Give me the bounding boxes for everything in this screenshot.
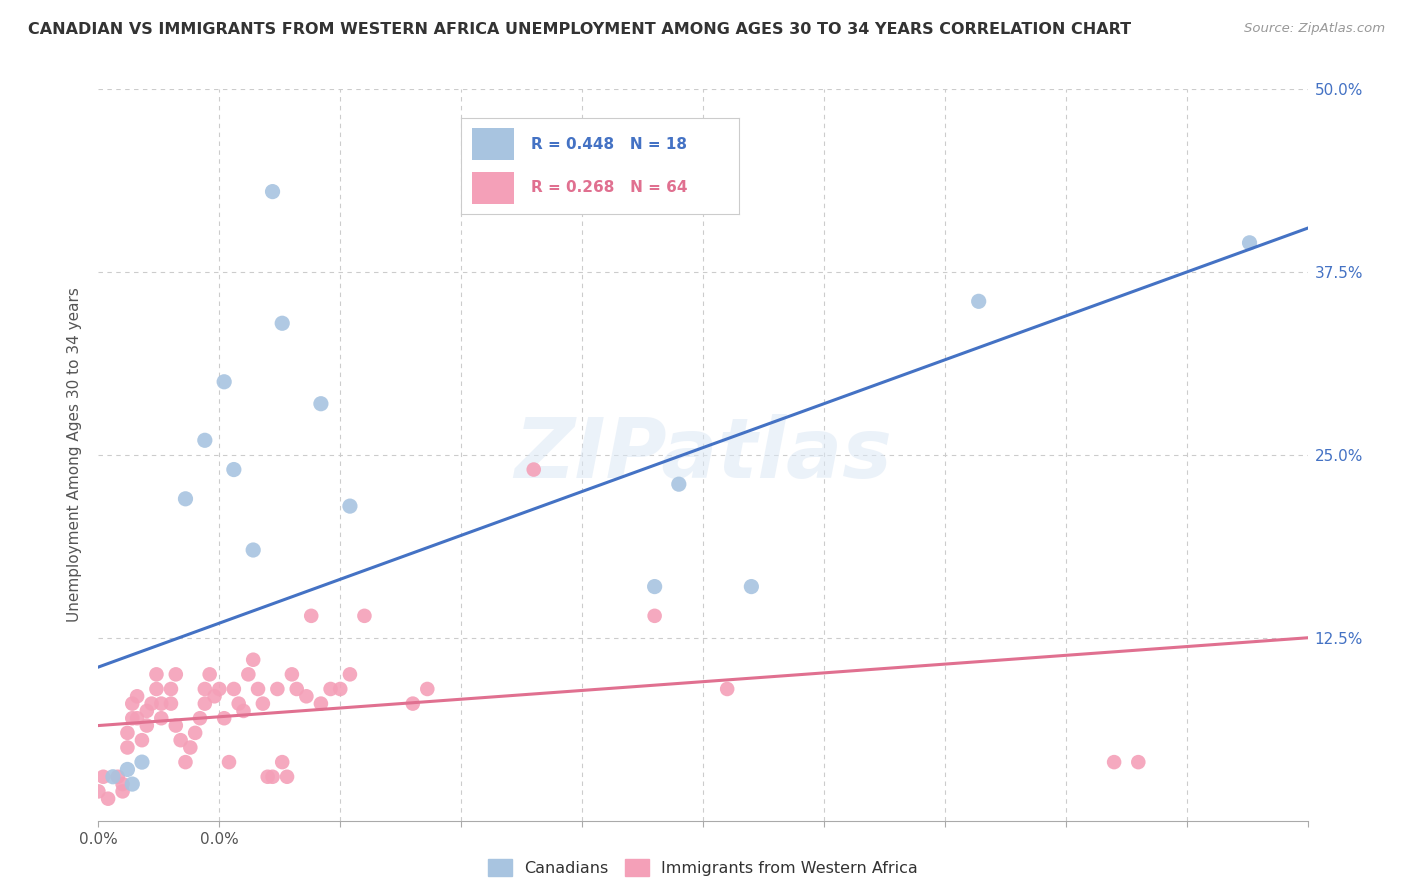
Legend: Canadians, Immigrants from Western Africa: Canadians, Immigrants from Western Afric… — [481, 853, 925, 882]
Point — [309, 397, 332, 411]
Point — [169, 733, 191, 747]
Point — [266, 681, 288, 696]
Bar — [472, 128, 515, 161]
Point — [262, 770, 284, 784]
Point — [141, 697, 163, 711]
Point — [222, 681, 245, 696]
Point — [91, 770, 114, 784]
Point — [523, 462, 546, 476]
Point — [256, 770, 278, 784]
Point — [160, 681, 183, 696]
Point — [319, 681, 342, 696]
Point — [150, 711, 173, 725]
Point — [131, 755, 153, 769]
Point — [87, 784, 110, 798]
Text: Source: ZipAtlas.com: Source: ZipAtlas.com — [1244, 22, 1385, 36]
Point — [402, 697, 425, 711]
Point — [121, 697, 143, 711]
Point — [111, 777, 134, 791]
Text: R = 0.448   N = 18: R = 0.448 N = 18 — [530, 136, 686, 152]
Text: R = 0.268   N = 64: R = 0.268 N = 64 — [530, 180, 688, 195]
Text: ZIPatlas: ZIPatlas — [515, 415, 891, 495]
Point — [160, 697, 183, 711]
Point — [212, 375, 235, 389]
Point — [184, 726, 207, 740]
Point — [127, 690, 149, 704]
Point — [329, 681, 352, 696]
Point — [131, 733, 153, 747]
Point — [1102, 755, 1125, 769]
Point — [262, 185, 284, 199]
Point — [179, 740, 201, 755]
Point — [644, 580, 666, 594]
Point — [228, 697, 250, 711]
Point — [295, 690, 318, 704]
Point — [107, 770, 129, 784]
Point — [117, 763, 139, 777]
Point — [198, 667, 221, 681]
Point — [276, 770, 298, 784]
Point — [165, 718, 187, 732]
Point — [353, 608, 375, 623]
Point — [238, 667, 260, 681]
Point — [716, 681, 738, 696]
Point — [174, 755, 197, 769]
Point — [242, 543, 264, 558]
Text: CANADIAN VS IMMIGRANTS FROM WESTERN AFRICA UNEMPLOYMENT AMONG AGES 30 TO 34 YEAR: CANADIAN VS IMMIGRANTS FROM WESTERN AFRI… — [28, 22, 1132, 37]
Point — [174, 491, 197, 506]
Point — [188, 711, 211, 725]
Bar — [472, 171, 515, 204]
Point — [252, 697, 274, 711]
Point — [1239, 235, 1261, 250]
Point — [668, 477, 690, 491]
Point — [145, 681, 167, 696]
Point — [285, 681, 308, 696]
Point — [121, 777, 143, 791]
Point — [309, 697, 332, 711]
Point — [644, 608, 666, 623]
Point — [150, 697, 173, 711]
Point — [222, 462, 245, 476]
Y-axis label: Unemployment Among Ages 30 to 34 years: Unemployment Among Ages 30 to 34 years — [67, 287, 83, 623]
Point — [165, 667, 187, 681]
Point — [117, 726, 139, 740]
Point — [135, 704, 157, 718]
Point — [127, 711, 149, 725]
Point — [740, 580, 762, 594]
Point — [101, 770, 124, 784]
Point — [111, 784, 134, 798]
Point — [121, 711, 143, 725]
Point — [194, 434, 217, 448]
Point — [135, 718, 157, 732]
Point — [194, 681, 217, 696]
Point — [271, 755, 294, 769]
Point — [208, 681, 231, 696]
Point — [416, 681, 439, 696]
Point — [117, 740, 139, 755]
Point — [97, 791, 120, 805]
Point — [218, 755, 240, 769]
Point — [247, 681, 270, 696]
Point — [967, 294, 990, 309]
Point — [1128, 755, 1150, 769]
Point — [212, 711, 235, 725]
Point — [242, 653, 264, 667]
Point — [299, 608, 322, 623]
Point — [281, 667, 304, 681]
Point — [204, 690, 226, 704]
Point — [232, 704, 254, 718]
Point — [145, 667, 167, 681]
Point — [339, 667, 361, 681]
Point — [194, 697, 217, 711]
Point — [271, 316, 294, 330]
Point — [339, 499, 361, 513]
